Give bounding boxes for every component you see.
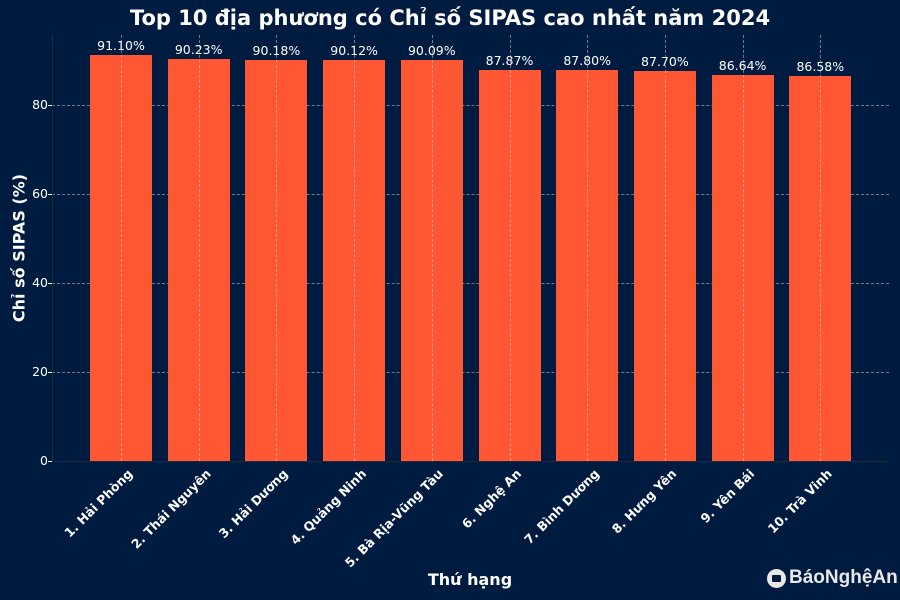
x-tick-label: 7. Bình Dương — [520, 466, 602, 547]
bar-value-label: 87.70% — [641, 53, 689, 69]
bar-value-label: 90.18% — [252, 42, 301, 58]
y-axis-line — [52, 35, 53, 462]
gridline-horizontal — [52, 371, 889, 373]
y-tick-mark — [48, 104, 52, 106]
gridline-vertical — [198, 35, 200, 461]
x-tick-label: 2. Thái Nguyên — [127, 466, 214, 552]
x-tick-label: 8. Hưng Yên — [609, 466, 680, 537]
gridline-vertical — [121, 35, 122, 461]
bar-value-label: 91.10% — [97, 38, 145, 54]
gridline-vertical — [431, 35, 433, 461]
y-tick-label: 40 — [32, 274, 48, 290]
gridline-vertical — [742, 35, 744, 461]
bar-value-label: 90.23% — [174, 42, 223, 58]
y-tick-label: 60 — [32, 185, 48, 201]
watermark: BáoNghệAn — [767, 567, 898, 589]
gridline-horizontal — [52, 104, 889, 106]
bar-value-label: 90.09% — [407, 42, 456, 58]
gridline-vertical — [354, 35, 356, 461]
gridline-vertical — [820, 35, 822, 461]
x-tick-label: 4. Quảng Ninh — [287, 466, 369, 548]
y-tick-label: 0 — [40, 453, 48, 468]
bar-value-label: 87.80% — [563, 53, 612, 69]
x-tick-label: 9. Yên Bái — [697, 466, 758, 526]
y-tick-mark — [48, 193, 52, 195]
gridline-vertical — [664, 35, 666, 461]
x-tick-label: 1. Hải Phòng — [61, 466, 136, 541]
bar-value-label: 86.64% — [718, 58, 767, 74]
gridline-horizontal — [52, 193, 889, 195]
plot-area: 91.10% 90.23% 90.18% 90.12% 90.09% 87.87% 87.8… — [52, 35, 889, 461]
watermark-text: BáoNghệAn — [789, 567, 898, 588]
gridline-vertical — [587, 35, 589, 461]
y-tick-mark — [48, 461, 52, 462]
y-tick-mark — [48, 282, 52, 284]
chart-title: Top 10 địa phương có Chỉ số SIPAS cao nh… — [129, 6, 771, 30]
bar-value-label: 87.87% — [485, 52, 534, 68]
x-tick-label: 10. Trà Vinh — [764, 466, 835, 537]
bar-value-label: 86.58% — [796, 58, 845, 74]
gridline-horizontal — [52, 282, 889, 284]
x-axis-line — [52, 461, 889, 462]
newspaper-logo-icon — [767, 568, 786, 588]
x-tick-label: 3. Hải Dương — [216, 466, 291, 541]
bar-value-label: 90.12% — [330, 42, 378, 58]
x-axis-label: Thứ hạng — [427, 570, 513, 589]
y-tick-label: 20 — [32, 363, 48, 379]
x-tick-label: 6. Nghệ An — [458, 466, 525, 532]
y-tick-label: 80 — [32, 96, 48, 112]
gridline-vertical — [276, 35, 278, 461]
gridline-vertical — [509, 35, 511, 461]
y-tick-mark — [48, 371, 52, 373]
